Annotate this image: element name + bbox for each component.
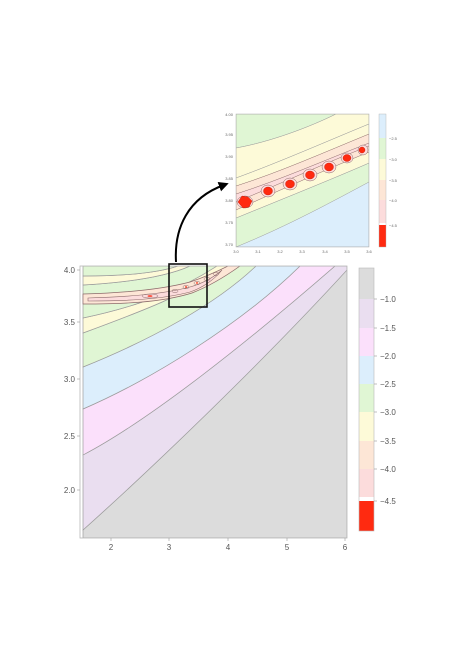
main-y-tick-1: 2.0	[64, 486, 76, 495]
main-x-tick-3: 4	[226, 543, 231, 552]
inset-y-tick-4: 3.85	[225, 176, 234, 181]
inset-legend-swatch-1	[379, 114, 386, 138]
valley-band	[82, 266, 241, 305]
inset-legend-swatch-5	[379, 200, 386, 223]
inset-legend-label-1: −2.5	[389, 136, 398, 141]
band-level-top	[82, 266, 179, 277]
legend-label-8: −4.5	[380, 497, 396, 506]
inset-minima	[236, 144, 369, 209]
main-y-tick-5: 4.0	[64, 266, 76, 275]
inset-y-tick-7: 4.00	[225, 112, 234, 117]
legend-swatch-2	[359, 299, 374, 328]
inset-x-tick-2: 3.1	[255, 249, 261, 254]
inset-y-tick-3: 3.80	[225, 198, 234, 203]
valley-spots	[141, 272, 219, 299]
legend-swatch-4	[359, 356, 374, 384]
inset-legend-frame	[378, 113, 387, 248]
legend-swatch-6	[359, 412, 374, 441]
zoom-arrow	[174, 181, 229, 263]
main-x-axis	[110, 538, 346, 541]
inset-contour-plot: 3.0 3.1 3.2 3.3 3.4 3.5 3.6 3.70 3.75 3.…	[225, 112, 372, 254]
legend-swatch-9	[359, 501, 374, 531]
inset-zoom-box	[168, 263, 208, 308]
inset-x-tick-1: 3.0	[233, 249, 239, 254]
legend-label-6: −3.5	[380, 437, 396, 446]
inset-x-tick-4: 3.3	[299, 249, 305, 254]
inset-legend-label-4: −4.0	[389, 198, 398, 203]
inset-legend-swatch-6	[379, 225, 386, 247]
inset-x-tick-6: 3.5	[344, 249, 350, 254]
legend-swatch-5	[359, 384, 374, 412]
legend-frame	[358, 267, 375, 532]
legend-label-2: −1.5	[380, 324, 396, 333]
legend-swatch-1	[359, 268, 374, 299]
main-y-tick-2: 2.5	[64, 432, 76, 441]
legend-label-5: −3.0	[380, 408, 396, 417]
main-contour-plot: 2 3 4 5 6 2.0 2.5 3.0 3.5 4.0	[64, 263, 348, 552]
legend-swatch-3	[359, 328, 374, 356]
inset-legend: −2.5 −3.0 −3.5 −4.0 −4.5	[378, 113, 398, 248]
inset-legend-label-5: −4.5	[389, 223, 398, 228]
legend-label-1: −1.0	[380, 295, 396, 304]
main-y-axis	[77, 269, 80, 491]
inset-x-tick-7: 3.6	[366, 249, 372, 254]
legend-label-7: −4.0	[380, 465, 396, 474]
inset-legend-label-3: −3.5	[389, 178, 398, 183]
valley-minima	[147, 282, 198, 297]
main-x-tick-1: 2	[109, 543, 114, 552]
valley-core	[87, 269, 223, 302]
inset-plot-frame	[235, 113, 370, 248]
inset-y-tick-5: 3.90	[225, 154, 234, 159]
legend-ticks	[374, 298, 377, 502]
inset-x-tick-3: 3.2	[277, 249, 283, 254]
legend-label-3: −2.0	[380, 352, 396, 361]
main-x-tick-2: 3	[167, 543, 172, 552]
inset-legend-label-2: −3.0	[389, 157, 398, 162]
main-plot-frame	[79, 265, 348, 539]
legend-label-4: −2.5	[380, 380, 396, 389]
main-y-tick-3: 3.0	[64, 375, 76, 384]
inset-legend-swatch-3	[379, 159, 386, 180]
main-y-tick-4: 3.5	[64, 318, 76, 327]
inset-y-tick-2: 3.75	[225, 220, 234, 225]
inset-legend-swatch-2	[379, 138, 386, 159]
inset-contour-bands	[236, 114, 369, 247]
legend-swatch-8	[359, 469, 374, 497]
inset-y-tick-6: 3.95	[225, 132, 234, 137]
main-x-tick-4: 5	[285, 543, 290, 552]
main-legend: −1.0 −1.5 −2.0 −2.5 −3.0 −3.5 −4.0 −4.5	[358, 267, 396, 532]
inset-legend-swatch-4	[379, 180, 386, 200]
main-contour-bands	[82, 266, 347, 538]
inset-y-tick-1: 3.70	[225, 242, 234, 247]
legend-swatch-7	[359, 441, 374, 469]
main-x-tick-5: 6	[343, 543, 348, 552]
inset-x-tick-5: 3.4	[322, 249, 328, 254]
